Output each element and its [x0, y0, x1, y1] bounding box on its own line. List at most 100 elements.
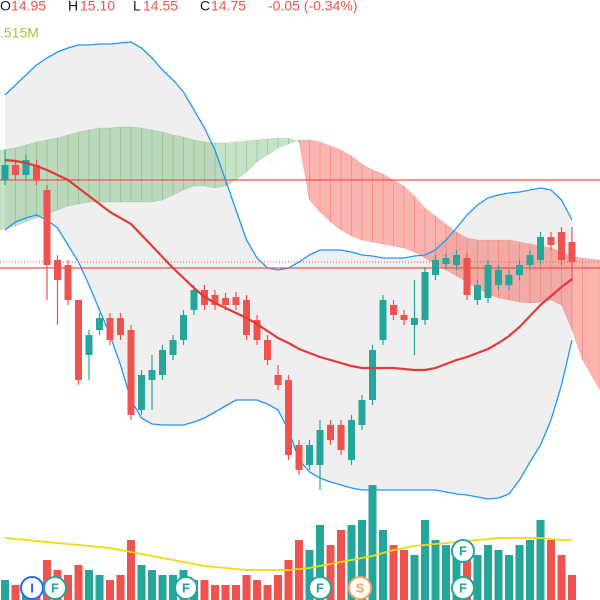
volume-bar [221, 585, 230, 600]
candle-body [180, 315, 187, 340]
candle-body [400, 315, 408, 320]
volume-bar [95, 575, 104, 600]
open-value: 14.95 [11, 0, 46, 14]
candle-body [285, 380, 292, 455]
volume-bar [494, 550, 503, 600]
volume-bar [137, 565, 146, 600]
cloud-segment [330, 145, 342, 231]
volume-bar [232, 585, 240, 600]
cloud-segment [288, 137, 300, 145]
volume-bar [547, 540, 555, 600]
cloud-segment [141, 127, 153, 203]
candle-body [432, 260, 439, 275]
volume-ma [4, 537, 572, 571]
cloud-segment [172, 134, 184, 196]
candle-body [96, 318, 103, 330]
candle-body [306, 445, 313, 465]
volume-bar [64, 575, 72, 600]
event-label: I [30, 580, 34, 595]
cloud-segment [309, 139, 321, 213]
cloud-segment [193, 139, 205, 187]
cloud-segment [267, 137, 279, 156]
candle-body [169, 340, 177, 355]
cloud-segment [361, 163, 373, 243]
cloud-segment [25, 141, 37, 223]
candle-body [253, 320, 261, 340]
event-label: S [356, 580, 365, 595]
volume-bar [484, 545, 492, 600]
volume-bar [421, 520, 429, 600]
candle-body [222, 298, 229, 305]
cloud-segment [151, 129, 163, 203]
candle-body [484, 265, 492, 298]
candle-body [369, 350, 376, 400]
cloud-segment [319, 141, 331, 223]
volume-bar [368, 485, 377, 600]
volume-bar [274, 575, 282, 600]
cloud-segment [351, 155, 363, 241]
volume-bar [347, 525, 356, 600]
candle-body [337, 425, 345, 450]
volume-bar [379, 530, 387, 600]
candle-body [232, 297, 240, 305]
cloud-segment [183, 136, 195, 191]
cloud-segment [424, 207, 436, 265]
cloud-segment [403, 185, 415, 253]
close-key: C [200, 0, 210, 14]
candle-body [106, 318, 114, 340]
event-label: F [459, 580, 467, 595]
candle-body [64, 265, 72, 300]
cloud-segment [372, 169, 384, 245]
candle-body [379, 300, 387, 340]
volume-bar [253, 580, 261, 600]
high-key: H [68, 0, 78, 14]
candle-body [295, 445, 303, 470]
volume-bar [557, 555, 566, 600]
candle-body [537, 237, 544, 260]
candle-body [411, 318, 418, 325]
volume-bar [536, 520, 545, 600]
candle-body [348, 420, 355, 460]
volume-bar [200, 580, 209, 600]
event-label: F [182, 580, 190, 595]
bollinger-fill [5, 42, 572, 499]
candle-body [138, 375, 145, 410]
cloud-segment [88, 127, 100, 203]
candle-body [474, 285, 481, 300]
cloud-segment [67, 131, 79, 207]
cloud-segment [256, 138, 268, 163]
low-key: L [133, 0, 141, 14]
cloud-segment [130, 126, 142, 203]
candle-body [568, 242, 576, 262]
cloud-segment [99, 127, 111, 203]
event-badge [451, 539, 475, 563]
candle-body [316, 430, 324, 465]
cloud-segment [277, 137, 289, 149]
moving-average [4, 158, 573, 372]
candle-body [43, 190, 51, 265]
candle-body [1, 165, 9, 180]
volume-bar [431, 540, 440, 600]
cloud-segment [235, 140, 247, 181]
volume-bar [358, 520, 366, 600]
cloud-segment [57, 134, 69, 211]
volume-bar [211, 585, 219, 600]
volume-bar [515, 545, 524, 600]
cloud-segment [15, 144, 27, 227]
volume-label: .515M [0, 25, 39, 41]
event-badge [348, 576, 372, 600]
candle-body [117, 318, 124, 335]
volume-bar [1, 580, 9, 600]
candle-body [358, 400, 366, 425]
volume-bar [442, 545, 450, 600]
candle-body [22, 160, 30, 175]
cloud-segment [571, 255, 583, 361]
event-label: F [316, 580, 324, 595]
volume-bar [106, 580, 114, 600]
volume-bar [305, 550, 314, 600]
candle-body [390, 305, 397, 315]
volume-bar [11, 585, 20, 600]
candle-body [127, 330, 135, 415]
low-value: 14.55 [143, 0, 178, 14]
